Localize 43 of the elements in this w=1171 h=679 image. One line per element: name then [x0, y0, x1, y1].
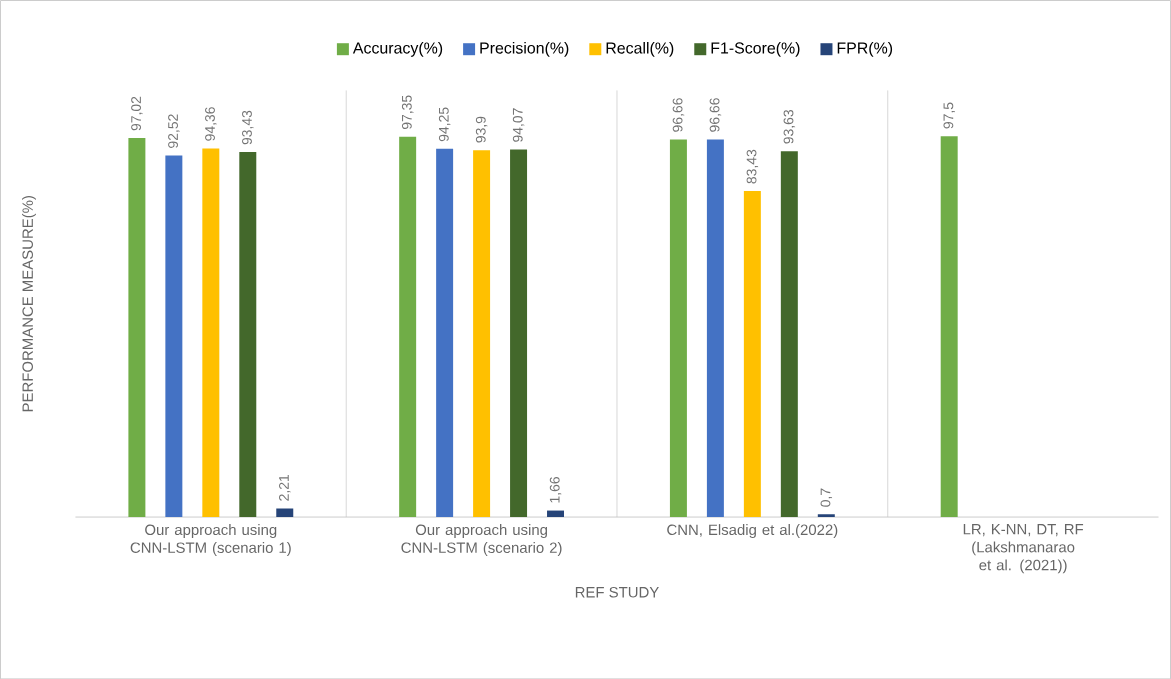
x-tick-label: LR, K-NN, DT, RF (Lakshmanarao et al. (2021)): [963, 523, 1084, 574]
data-label: 0,7: [820, 488, 833, 507]
data-label: 83,43: [746, 149, 759, 184]
data-label: 97,5: [943, 102, 955, 129]
data-label: 94,07: [512, 108, 525, 142]
bar: [165, 155, 183, 517]
bar: [399, 136, 417, 517]
bar: [780, 151, 798, 517]
x-tick-label: Our approach using CNN-LSTM (scenario 1): [130, 523, 291, 556]
data-label: 94,25: [438, 107, 451, 141]
legend-label: Precision(%): [480, 41, 569, 57]
data-label: 2,21: [279, 474, 291, 501]
bar: [436, 148, 454, 517]
data-label: 97,02: [131, 96, 143, 131]
bar: [202, 148, 220, 517]
legend-label: Accuracy(%): [352, 41, 443, 57]
bar: [817, 514, 835, 517]
legend-label: Recall(%): [606, 41, 674, 57]
legend-label: FPR(%): [837, 41, 893, 57]
data-label: 96,66: [709, 97, 722, 132]
bar: [940, 135, 958, 517]
bar: [276, 508, 294, 517]
data-label: 92,52: [168, 114, 180, 148]
bar: [743, 190, 761, 517]
data-label: 1,66: [549, 476, 562, 503]
bar: [239, 151, 257, 517]
data-label: 97,35: [401, 95, 414, 129]
bar: [706, 139, 724, 517]
data-label: 96,66: [672, 97, 685, 132]
legend-label: F1-Score(%): [711, 41, 800, 57]
data-label: 94,36: [205, 106, 217, 141]
bar: [128, 137, 146, 517]
x-axis-title: REF STUDY: [575, 586, 659, 598]
data-label: 93,63: [783, 109, 796, 144]
x-tick-label: CNN, Elsadig et al.(2022): [667, 523, 838, 538]
data-label: 93,43: [242, 110, 254, 145]
y-axis-title: PERFORMANCE MEASURE(%): [22, 195, 36, 411]
bar: [547, 510, 565, 517]
bar: [510, 149, 528, 517]
data-label: 93,9: [475, 116, 488, 143]
bar: [669, 139, 687, 517]
x-tick-label: Our approach using CNN-LSTM (scenario 2): [401, 523, 562, 556]
bar: [473, 149, 491, 517]
